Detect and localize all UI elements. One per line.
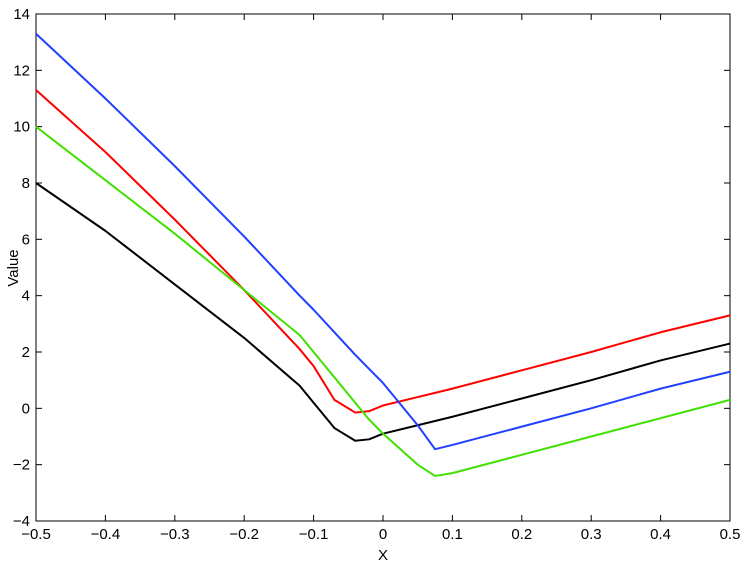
x-tick-label: −0.2 xyxy=(229,526,259,543)
x-tick-label: 0.1 xyxy=(442,526,463,543)
y-tick-label: 12 xyxy=(13,62,30,79)
y-tick-label: 2 xyxy=(22,344,30,361)
line xyxy=(35,182,731,442)
x-tick-label: −0.4 xyxy=(91,526,121,543)
x-tick-label: −0.5 xyxy=(21,526,51,543)
line xyxy=(35,32,731,451)
y-tick-label: 8 xyxy=(22,175,30,192)
x-tick-label: 0.4 xyxy=(650,526,671,543)
y-tick-label: 14 xyxy=(13,6,30,23)
x-tick-label: −0.3 xyxy=(160,526,190,543)
plot-frame xyxy=(35,13,731,522)
y-tick-label: −4 xyxy=(13,513,30,530)
y-tick-label: 4 xyxy=(22,288,30,305)
y-tick-label: 0 xyxy=(22,400,30,417)
x-tick-label: 0.5 xyxy=(720,526,741,543)
x-tick-label: −0.1 xyxy=(299,526,329,543)
x-tick-label: 0.2 xyxy=(511,526,532,543)
y-axis-label: Value xyxy=(5,249,22,286)
x-axis-label: X xyxy=(378,547,388,564)
y-tick-label: −2 xyxy=(13,457,30,474)
line xyxy=(35,89,731,414)
y-tick-label: 10 xyxy=(13,119,30,136)
x-tick-label: 0.3 xyxy=(581,526,602,543)
y-tick-label: 6 xyxy=(22,231,30,248)
line xyxy=(35,125,731,477)
x-tick-label: 0 xyxy=(379,526,387,543)
